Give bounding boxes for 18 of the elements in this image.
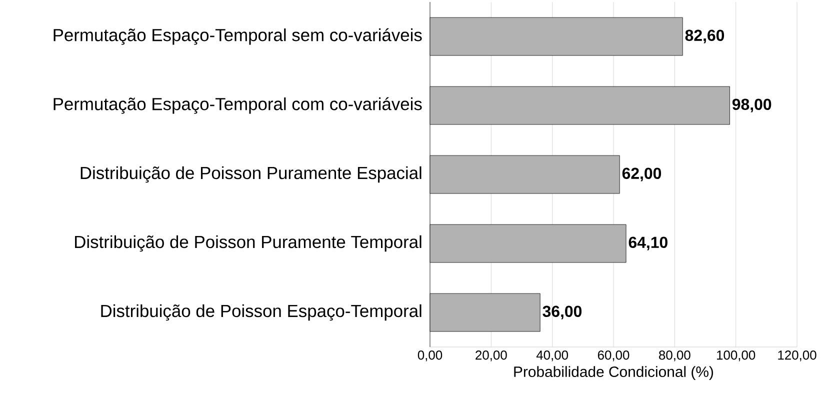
y-tick-label: Permutação Espaço-Temporal com co-variáveis <box>54 97 422 114</box>
x-axis-title: Probabilidade Condicional (%) <box>514 366 714 380</box>
y-tick-label: Permutação Espaço-Temporal sem co-variáveis <box>54 28 422 45</box>
x-tick-label: 40,00 <box>536 350 568 362</box>
data-label: 82,60 <box>685 30 724 44</box>
data-label: 62,00 <box>622 168 662 182</box>
x-tick-label: 0,00 <box>418 350 442 362</box>
data-label: 36,00 <box>542 306 582 320</box>
y-tick-label: Distribuição de Poisson Puramente Espacial <box>80 166 422 183</box>
x-tick-label: 120,00 <box>778 350 816 362</box>
data-label: 64,10 <box>628 236 668 250</box>
x-tick-label: 20,00 <box>476 350 507 362</box>
y-tick-label: Distribuição de Poisson Espaço-Temporal <box>101 304 422 321</box>
data-label: 98,00 <box>732 98 772 112</box>
x-tick-label: 80,00 <box>659 350 690 362</box>
y-tick-label: Distribuição de Poisson Puramente Temporal <box>75 235 422 252</box>
x-tick-label: 60,00 <box>598 350 630 362</box>
x-tick-label: 100,00 <box>717 350 756 362</box>
